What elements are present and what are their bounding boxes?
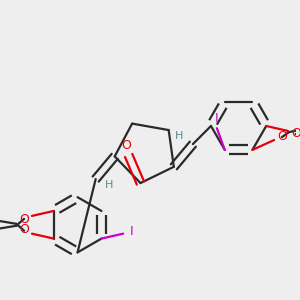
Text: O: O bbox=[122, 139, 132, 152]
Text: I: I bbox=[129, 225, 133, 238]
Text: H: H bbox=[175, 131, 183, 141]
Text: O: O bbox=[19, 213, 29, 226]
Text: H: H bbox=[105, 180, 114, 190]
Text: I: I bbox=[215, 112, 219, 125]
Text: O: O bbox=[19, 223, 29, 236]
Text: O: O bbox=[291, 128, 300, 140]
Text: O: O bbox=[277, 130, 287, 142]
